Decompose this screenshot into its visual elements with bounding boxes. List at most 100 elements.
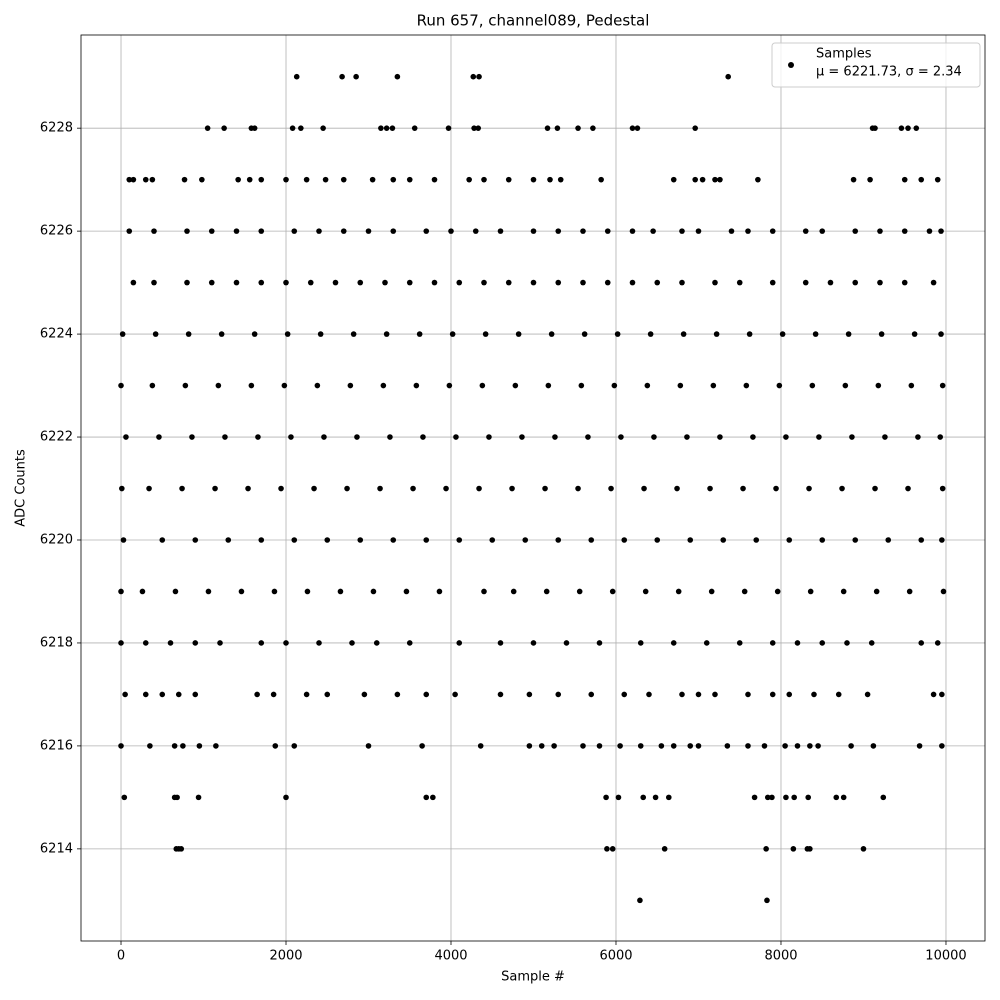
data-point [212, 485, 218, 492]
data-point [791, 794, 797, 801]
data-point [687, 743, 694, 749]
data-point [845, 331, 852, 337]
data-point [712, 691, 718, 698]
data-point [205, 588, 212, 595]
data-point [185, 331, 192, 337]
data-point [324, 691, 331, 698]
data-point [283, 794, 289, 801]
data-point [695, 228, 702, 234]
data-point [555, 279, 562, 286]
data-point [291, 537, 298, 543]
data-point [142, 640, 149, 646]
legend-label: Samples [816, 47, 872, 62]
data-point [692, 125, 698, 131]
data-point [475, 125, 482, 131]
data-point [406, 176, 413, 183]
data-point [860, 846, 867, 852]
data-point [311, 485, 317, 492]
data-point [634, 125, 641, 131]
data-point [783, 794, 789, 801]
data-point [751, 794, 758, 801]
data-point [544, 125, 551, 131]
data-point [332, 279, 339, 286]
data-point [416, 331, 423, 337]
data-point [403, 588, 410, 595]
data-point [291, 228, 298, 234]
data-point [453, 434, 459, 440]
data-point [215, 382, 222, 389]
data-point [786, 691, 793, 698]
data-point [530, 640, 537, 646]
y-tick-label: 6220 [40, 532, 73, 547]
data-point [174, 794, 180, 801]
data-point [598, 176, 604, 183]
data-point [423, 537, 430, 543]
data-point [763, 846, 769, 852]
data-point [118, 588, 124, 595]
data-point [794, 743, 801, 749]
data-point [588, 691, 595, 698]
data-point [819, 640, 826, 646]
data-point [389, 125, 396, 131]
data-point [877, 228, 883, 234]
data-point [875, 382, 882, 389]
data-point [321, 434, 327, 440]
data-point [272, 743, 279, 749]
data-point [357, 537, 364, 543]
data-point [324, 537, 331, 543]
x-axis-label: Sample # [501, 970, 565, 985]
data-point [939, 537, 945, 543]
data-point [258, 537, 265, 543]
data-point [906, 588, 913, 595]
data-point [687, 537, 694, 543]
data-point [604, 846, 610, 852]
data-point [646, 691, 652, 698]
data-point [918, 537, 925, 543]
data-point [126, 176, 133, 183]
data-point [725, 73, 731, 80]
data-point [225, 537, 232, 543]
data-point [864, 691, 871, 698]
data-point [489, 537, 496, 543]
data-point [159, 537, 166, 543]
data-point [522, 537, 529, 543]
data-point [178, 846, 185, 852]
data-point [390, 176, 397, 183]
data-point [745, 691, 751, 698]
data-point [746, 331, 753, 337]
data-point [670, 176, 677, 183]
data-point [695, 691, 702, 698]
data-point [456, 279, 463, 286]
data-point [476, 73, 482, 80]
data-point [604, 228, 611, 234]
data-point [258, 228, 265, 234]
data-point [530, 176, 537, 183]
data-point [782, 743, 788, 749]
data-point [446, 382, 453, 389]
data-point [750, 434, 756, 440]
data-point [937, 434, 944, 440]
data-point [827, 279, 834, 286]
data-point [304, 588, 311, 595]
data-point [872, 125, 878, 131]
data-point [557, 176, 564, 183]
data-point [147, 743, 153, 749]
data-point [840, 588, 847, 595]
data-point [298, 125, 304, 131]
data-point [764, 794, 771, 801]
data-point [505, 279, 512, 286]
data-point [712, 176, 718, 183]
data-point [621, 537, 628, 543]
data-point [159, 691, 166, 698]
data-point [353, 73, 359, 80]
data-point [938, 228, 944, 234]
data-point [776, 382, 783, 389]
data-point [394, 691, 401, 698]
data-point [419, 743, 425, 749]
data-point [303, 691, 310, 698]
data-point [926, 228, 933, 234]
data-point [743, 382, 750, 389]
data-point [271, 588, 278, 595]
data-point [644, 382, 651, 389]
